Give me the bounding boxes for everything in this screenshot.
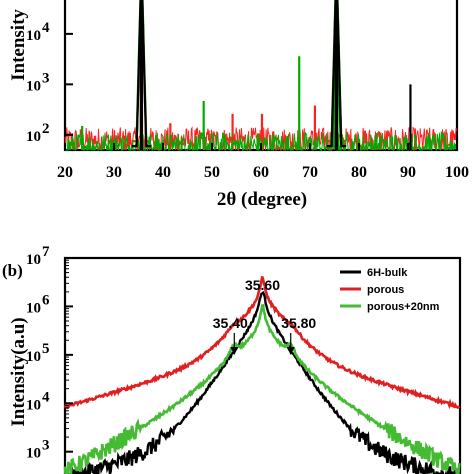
- panel-b-annotation-main: 35.60: [245, 277, 280, 293]
- legend-label: porous+20nm: [367, 301, 440, 313]
- panel-b-series-group: [63, 276, 461, 474]
- panel-a-x-tick-label: 30: [106, 164, 122, 181]
- panel-b-annotation-1: 35.40: [213, 315, 248, 331]
- panel-a-x-ticks: 20 30 40 50 60 70 80 90 100: [57, 143, 469, 181]
- panel-a-x-tick-label: 60: [253, 164, 269, 181]
- panel-a-x-tick-label: 100: [445, 164, 469, 181]
- panel-b-y-tick-exponent: 7: [42, 244, 50, 260]
- panel-a-x-tick-label: 70: [302, 164, 318, 181]
- panel-a-y-axis-label: Intensity: [8, 9, 29, 81]
- panel-b-y-tick-exponent: 6: [42, 292, 50, 308]
- panel-a-y-tick-label: 10: [26, 78, 41, 94]
- panel-a-y-tick-exponent: 2: [42, 121, 50, 137]
- panel-a-series-2-peak-0-shoulder: [131, 0, 151, 148]
- panel-b-y-tick-exponent: 3: [42, 438, 50, 454]
- panel-b-legend: 6H-bulk porous porous+20nm: [340, 267, 440, 313]
- legend-label: porous: [367, 284, 404, 296]
- panel-b-y-tick-exponent: 4: [42, 389, 50, 405]
- panel-b-y-axis-label: Intensity(a.u): [8, 317, 29, 426]
- panel-b-annotations: 35.60 35.40 35.80: [213, 277, 316, 355]
- panel-a-y-tick-exponent: 4: [42, 20, 50, 36]
- panel-b-y-tick-label: 10: [26, 397, 41, 413]
- panel-b-label: (b): [2, 261, 23, 280]
- panel-a-x-tick-label: 40: [155, 164, 171, 181]
- panel-a-y-tick-exponent: 3: [42, 70, 50, 86]
- panel-b-y-tick-label: 10: [26, 300, 41, 316]
- panel-b-series-porous-20nm: [63, 303, 461, 474]
- panel-a-x-tick-label: 20: [57, 164, 73, 181]
- panel-b-series-porous: [63, 276, 461, 410]
- panel-a-y-tick-label: 10: [26, 28, 41, 44]
- panel-a-series-2: [131, 0, 412, 150]
- panel-a-series-0-peak-0-shoulder: [131, 0, 151, 143]
- panel-b-series-6h-bulk: [65, 290, 461, 474]
- panel-b-annotation-arrow-head: [286, 347, 295, 355]
- legend-label: 6H-bulk: [367, 267, 408, 279]
- panel-b-y-tick-exponent: 5: [42, 341, 50, 357]
- panel-b-annotation-arrow-head: [230, 347, 239, 355]
- panel-a-x-tick-label: 90: [400, 164, 416, 181]
- panel-a-series-group: [64, 0, 458, 152]
- panel-b-y-tick-label: 10: [26, 349, 41, 365]
- panel-b-y-tick-label: 10: [26, 446, 41, 462]
- panel-b-annotation-2: 35.80: [281, 315, 316, 331]
- panel-a-series-2-peak-1-shoulder: [326, 0, 346, 148]
- panel-a-x-tick-label: 50: [204, 164, 220, 181]
- panel-a-x-axis-label: 2θ (degree): [217, 189, 307, 210]
- panel-a-y-tick-label: 10: [26, 129, 41, 145]
- panel-b-y-tick-label: 10: [26, 252, 41, 268]
- panel-a-x-tick-label: 80: [351, 164, 367, 181]
